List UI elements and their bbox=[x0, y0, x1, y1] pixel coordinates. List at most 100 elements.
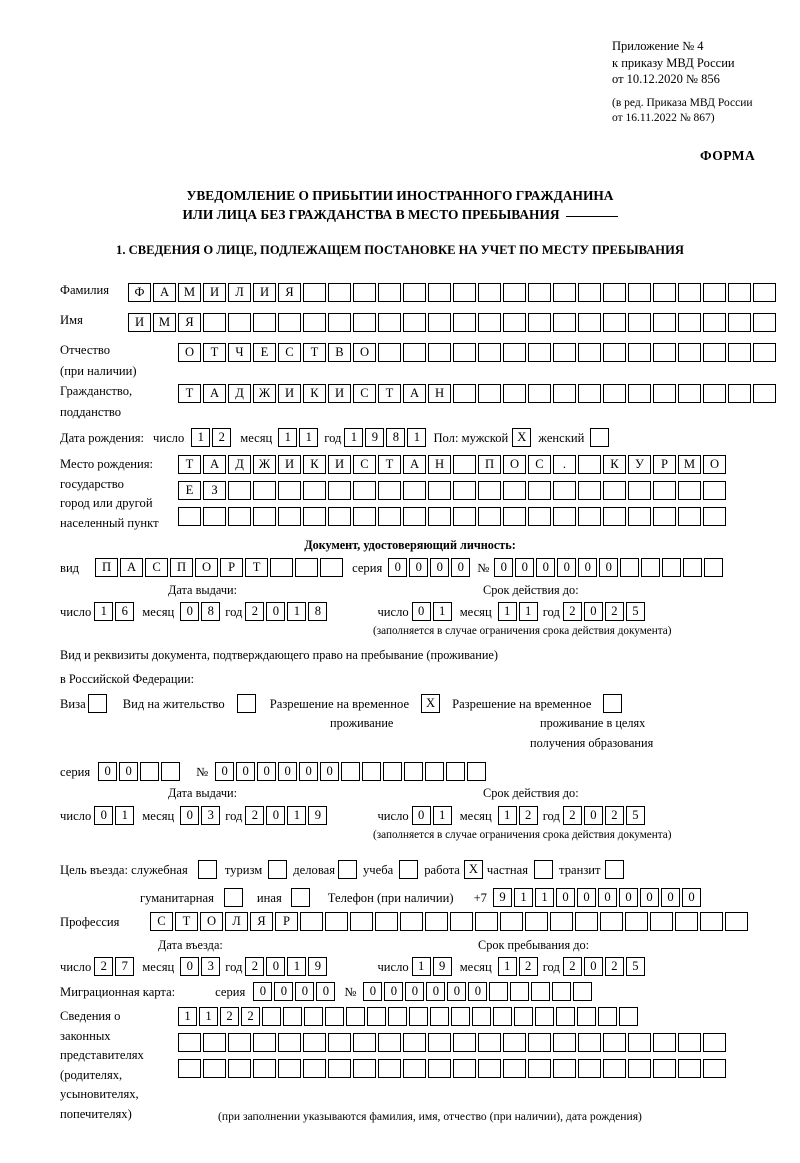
char-box[interactable] bbox=[503, 481, 526, 500]
purpose-official-checkbox[interactable] bbox=[197, 860, 217, 879]
char-box[interactable] bbox=[325, 1007, 344, 1026]
char-box[interactable] bbox=[620, 558, 640, 577]
char-box[interactable]: 5 bbox=[625, 602, 645, 621]
char-box[interactable] bbox=[328, 283, 351, 302]
char-box[interactable]: 0 bbox=[405, 982, 425, 1001]
char-box[interactable]: 0 bbox=[555, 888, 575, 907]
char-box[interactable] bbox=[383, 762, 403, 781]
char-box[interactable] bbox=[278, 1059, 301, 1078]
char-box[interactable] bbox=[295, 558, 319, 577]
char-box[interactable]: 0 bbox=[266, 957, 286, 976]
char-box[interactable]: 0 bbox=[94, 806, 114, 825]
char-box[interactable]: 2 bbox=[518, 957, 538, 976]
char-box[interactable]: 0 bbox=[557, 558, 577, 577]
char-box[interactable]: О bbox=[503, 455, 526, 474]
char-box[interactable]: 1 bbox=[178, 1007, 197, 1026]
char-box[interactable]: И bbox=[278, 455, 301, 474]
char-box[interactable] bbox=[388, 1007, 407, 1026]
char-box[interactable]: 1 bbox=[199, 1007, 218, 1026]
char-box[interactable] bbox=[578, 455, 601, 474]
char-box[interactable] bbox=[303, 1059, 326, 1078]
char-box[interactable] bbox=[353, 1059, 376, 1078]
char-box[interactable]: 0 bbox=[447, 982, 467, 1001]
char-box[interactable] bbox=[503, 343, 526, 362]
char-box[interactable] bbox=[375, 912, 398, 931]
char-box[interactable] bbox=[678, 283, 701, 302]
char-box[interactable]: Д bbox=[228, 455, 251, 474]
char-box[interactable]: И bbox=[253, 283, 276, 302]
char-box[interactable] bbox=[703, 481, 726, 500]
char-box[interactable]: П bbox=[95, 558, 119, 577]
char-box[interactable]: 5 bbox=[625, 806, 645, 825]
char-box[interactable]: 8 bbox=[308, 602, 328, 621]
char-box[interactable] bbox=[653, 1059, 676, 1078]
char-box[interactable]: 0 bbox=[98, 762, 118, 781]
char-box[interactable]: 0 bbox=[578, 558, 598, 577]
char-box[interactable] bbox=[453, 1059, 476, 1078]
char-box[interactable] bbox=[628, 283, 651, 302]
char-box[interactable]: 2 bbox=[562, 957, 582, 976]
char-box[interactable] bbox=[628, 1059, 651, 1078]
char-box[interactable] bbox=[228, 1059, 251, 1078]
char-box[interactable] bbox=[552, 982, 572, 1001]
char-box[interactable]: 0 bbox=[583, 602, 603, 621]
char-box[interactable]: А bbox=[203, 384, 226, 403]
char-box[interactable] bbox=[478, 343, 501, 362]
char-box[interactable]: 0 bbox=[583, 806, 603, 825]
char-box[interactable]: Т bbox=[178, 455, 201, 474]
char-box[interactable] bbox=[578, 481, 601, 500]
char-box[interactable]: П bbox=[170, 558, 194, 577]
char-box[interactable] bbox=[328, 507, 351, 526]
legal-representatives-input-line-2[interactable] bbox=[178, 1033, 728, 1052]
char-box[interactable]: А bbox=[203, 455, 226, 474]
char-box[interactable]: 3 bbox=[201, 957, 221, 976]
char-box[interactable] bbox=[428, 283, 451, 302]
char-box[interactable]: 2 bbox=[94, 957, 114, 976]
char-box[interactable]: 0 bbox=[515, 558, 535, 577]
char-box[interactable] bbox=[628, 507, 651, 526]
char-box[interactable]: 2 bbox=[220, 1007, 239, 1026]
char-box[interactable] bbox=[378, 481, 401, 500]
char-box[interactable] bbox=[528, 1033, 551, 1052]
char-box[interactable] bbox=[619, 1007, 638, 1026]
char-box[interactable] bbox=[578, 507, 601, 526]
char-box[interactable] bbox=[453, 283, 476, 302]
char-box[interactable] bbox=[573, 982, 593, 1001]
char-box[interactable]: 2 bbox=[245, 957, 265, 976]
char-box[interactable] bbox=[503, 384, 526, 403]
char-box[interactable] bbox=[446, 762, 466, 781]
char-box[interactable] bbox=[728, 313, 751, 332]
char-box[interactable] bbox=[528, 343, 551, 362]
char-box[interactable] bbox=[578, 313, 601, 332]
char-box[interactable]: Т bbox=[303, 343, 326, 362]
char-box[interactable] bbox=[228, 1033, 251, 1052]
char-box[interactable] bbox=[528, 507, 551, 526]
char-box[interactable] bbox=[428, 481, 451, 500]
char-box[interactable]: 1 bbox=[299, 428, 319, 447]
char-box[interactable] bbox=[353, 507, 376, 526]
char-box[interactable]: 0 bbox=[278, 762, 298, 781]
char-box[interactable] bbox=[428, 1033, 451, 1052]
char-box[interactable] bbox=[553, 1059, 576, 1078]
char-box[interactable]: 1 bbox=[191, 428, 211, 447]
char-box[interactable]: С bbox=[528, 455, 551, 474]
char-box[interactable] bbox=[700, 912, 723, 931]
char-box[interactable]: 1 bbox=[497, 602, 517, 621]
char-box[interactable]: 2 bbox=[241, 1007, 260, 1026]
char-box[interactable] bbox=[140, 762, 160, 781]
char-box[interactable] bbox=[475, 912, 498, 931]
char-box[interactable]: Ч bbox=[228, 343, 251, 362]
char-box[interactable] bbox=[703, 283, 726, 302]
char-box[interactable]: Ф bbox=[128, 283, 151, 302]
char-box[interactable] bbox=[203, 313, 226, 332]
char-box[interactable]: 9 bbox=[308, 957, 328, 976]
char-box[interactable] bbox=[450, 912, 473, 931]
char-box[interactable]: Т bbox=[203, 343, 226, 362]
